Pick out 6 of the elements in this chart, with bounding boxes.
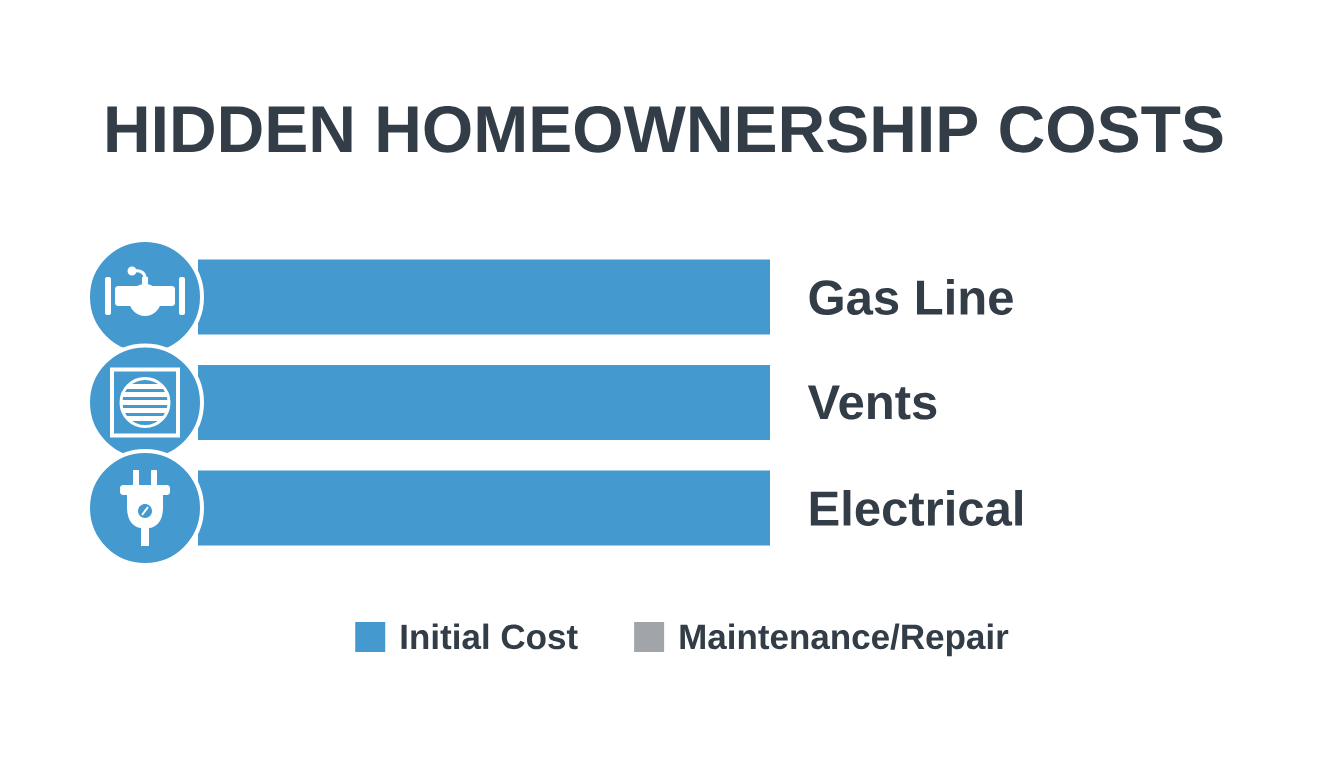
chart-title: HIDDEN HOMEOWNERSHIP COSTS [107, 105, 1223, 153]
y-tick-label: Electrical [810, 490, 1022, 526]
legend-label: Initial Cost [401, 623, 578, 650]
legend-label: Maintenance/Repair [680, 623, 1009, 657]
y-tick-label: Gas Line [809, 279, 1013, 315]
y-tick-label: Vents [807, 385, 937, 420]
